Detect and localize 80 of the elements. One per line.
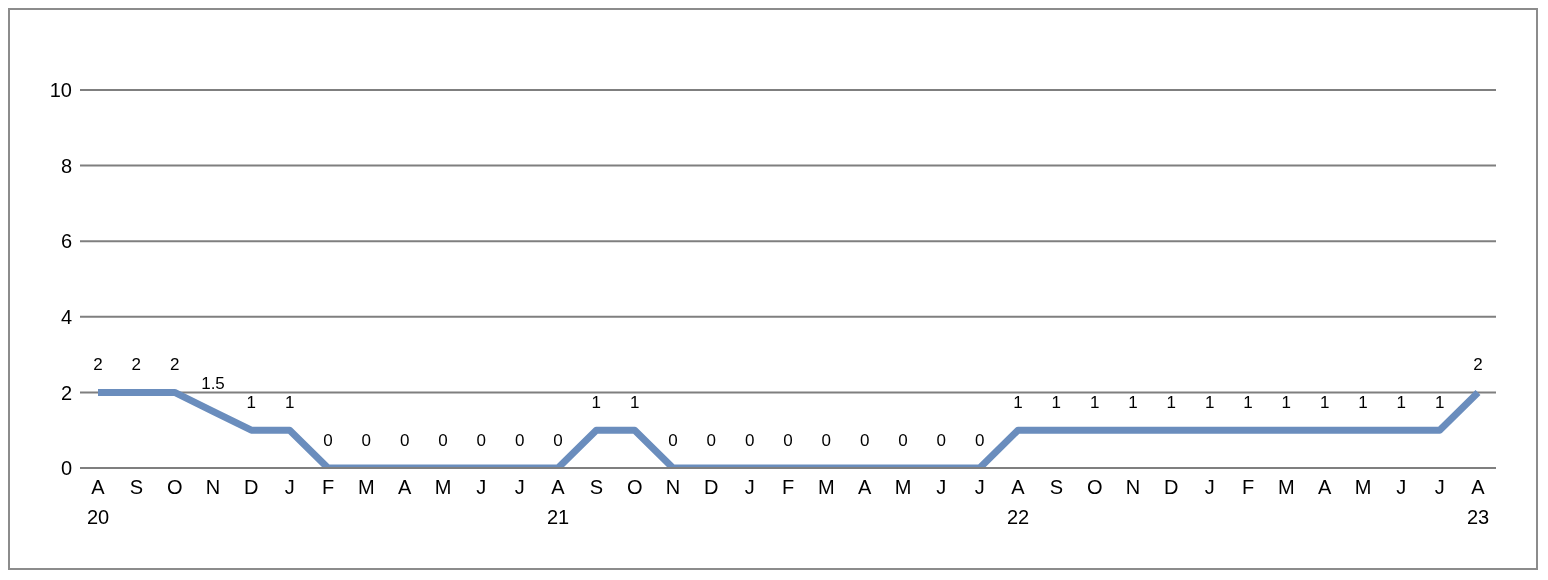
x-tick-label: O [626, 476, 643, 498]
x-tick-label: N [1125, 476, 1141, 498]
y-tick-label: 10 [49, 79, 72, 102]
data-label: 0 [744, 431, 755, 450]
data-label: 0 [706, 431, 717, 450]
x-tick-label: J [1434, 476, 1445, 498]
data-label: 2 [93, 355, 103, 375]
x-tick-label: A [857, 476, 872, 498]
x-tick-label: O [166, 476, 183, 498]
x-tick-label: M [894, 476, 912, 498]
x-tick-label: S [1049, 476, 1064, 498]
x-tick-label: M [1354, 476, 1372, 498]
data-label: 0 [859, 431, 870, 450]
data-label: 0 [821, 431, 832, 450]
data-label: 1 [1128, 393, 1138, 413]
data-label: 1 [246, 393, 257, 413]
x-tick-label: J [514, 476, 525, 498]
x-tick-label: J [936, 476, 947, 498]
x-tick-label: F [1241, 476, 1255, 498]
data-label: 0 [438, 431, 448, 450]
y-tick-label: 2 [60, 381, 72, 404]
data-label: 0 [476, 431, 487, 450]
data-label: 0 [399, 431, 410, 450]
x-tick-label: D [1164, 476, 1179, 498]
data-label: 0 [323, 431, 333, 450]
y-tick-label: 6 [60, 230, 72, 253]
x-tick-label: J [1396, 476, 1407, 498]
data-label: 1 [284, 393, 295, 413]
data-label: 0 [936, 431, 947, 450]
x-tick-label: A 21 [546, 476, 570, 528]
x-tick-label: J [744, 476, 755, 498]
x-tick-label: J [476, 476, 487, 498]
data-label: 1 [1051, 393, 1062, 413]
x-tick-label: A [1317, 476, 1332, 498]
y-tick-label: 0 [60, 457, 72, 480]
x-tick-label: J [974, 476, 985, 498]
x-tick-label: M [358, 476, 375, 498]
data-label: 1 [1358, 393, 1368, 413]
data-label: 1 [629, 393, 640, 413]
x-tick-label: S [129, 476, 144, 498]
y-tick-label: 4 [60, 305, 72, 328]
x-tick-label: O [1086, 476, 1103, 498]
data-label: 2 [169, 355, 180, 375]
data-label: 1 [1204, 393, 1215, 413]
x-tick-label: M [1278, 476, 1295, 498]
data-label: 1 [1166, 393, 1177, 413]
x-tick-label: F [321, 476, 335, 498]
x-tick-label: M [818, 476, 835, 498]
data-label: 1 [1319, 393, 1330, 413]
x-tick-label: N [665, 476, 681, 498]
data-label: 0 [514, 431, 525, 450]
data-label: 1.5 [201, 374, 225, 394]
data-label: 1 [1396, 393, 1407, 413]
data-label: 0 [361, 431, 372, 450]
x-tick-label: J [284, 476, 295, 498]
data-label: 1 [1243, 393, 1253, 413]
x-tick-label: D [704, 476, 719, 498]
data-label: 0 [783, 431, 793, 450]
x-tick-label: N [205, 476, 221, 498]
x-tick-label: D [244, 476, 259, 498]
x-tick-label: S [589, 476, 604, 498]
x-tick-label: M [434, 476, 452, 498]
data-label: 1 [591, 393, 602, 413]
data-label: 1 [1281, 393, 1292, 413]
data-label: 0 [668, 431, 678, 450]
data-label: 1 [1434, 393, 1445, 413]
data-label: 2 [1473, 355, 1483, 375]
data-label: 0 [898, 431, 908, 450]
x-tick-label: F [781, 476, 795, 498]
x-tick-label: A 20 [86, 476, 110, 528]
data-label: 1 [1089, 393, 1100, 413]
x-tick-label: J [1204, 476, 1215, 498]
y-tick-label: 8 [60, 154, 72, 177]
x-tick-label: A [397, 476, 412, 498]
data-label: 1 [1013, 393, 1023, 413]
data-label: 0 [553, 431, 563, 450]
data-label: 0 [974, 431, 985, 450]
x-tick-label: A 22 [1006, 476, 1030, 528]
x-tick-label: A 23 [1466, 476, 1490, 528]
data-label: 2 [131, 355, 142, 375]
